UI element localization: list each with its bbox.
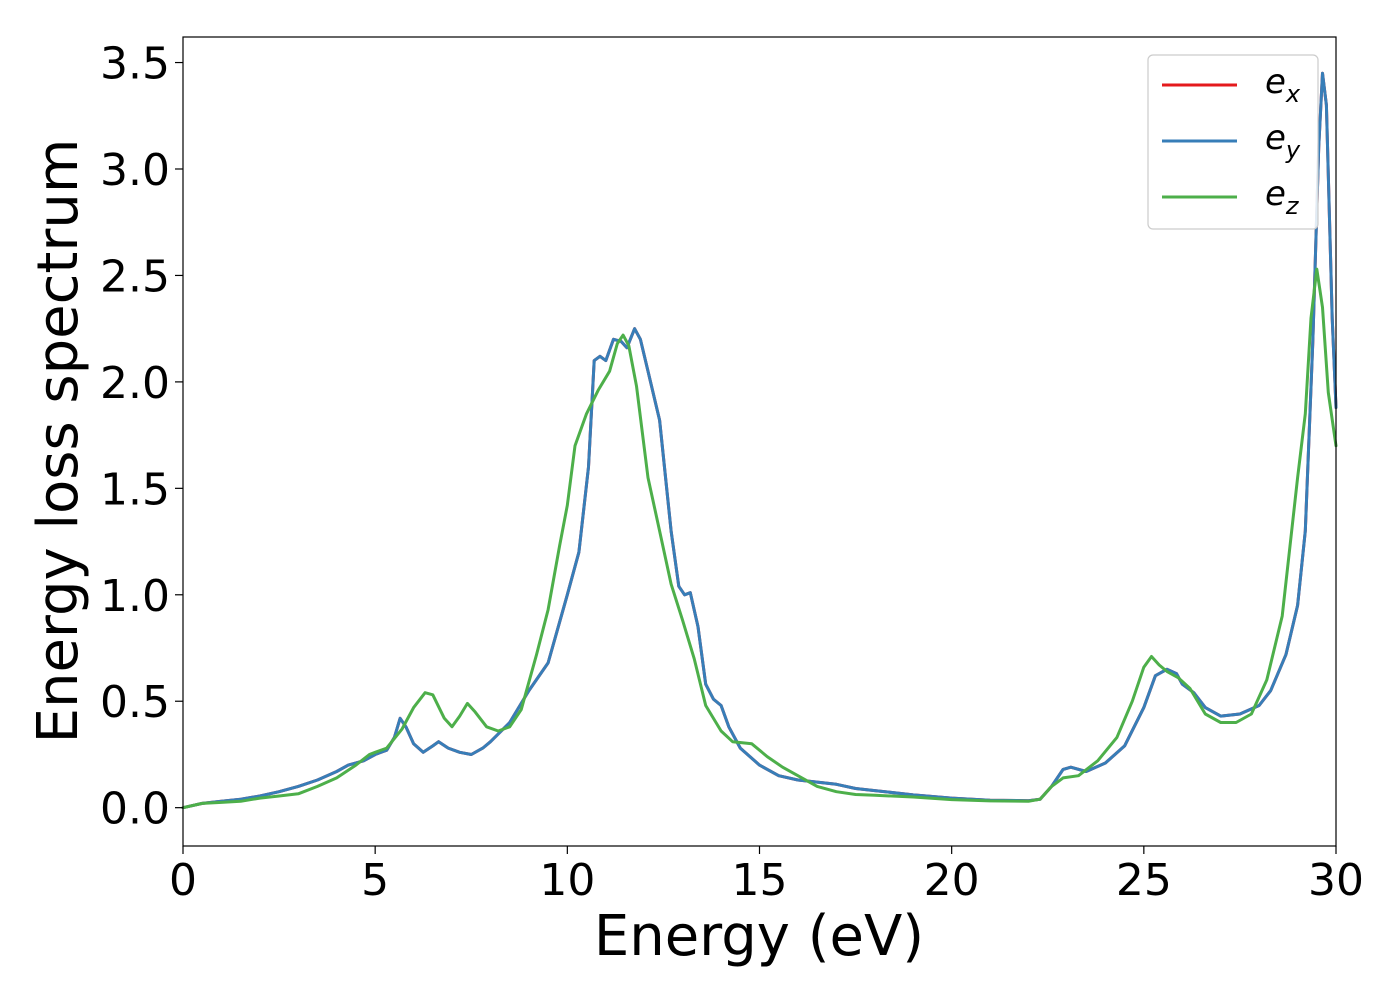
- x-axis-ticks: 0 5 10 15 20 25 30: [169, 846, 1364, 906]
- x-tick-label: 0: [169, 855, 197, 906]
- legend-label-z: ez: [1265, 174, 1300, 220]
- y-tick-label: 0.5: [100, 677, 170, 728]
- legend-label-x: ex: [1265, 62, 1301, 108]
- y-tick-label: 2.0: [100, 358, 170, 409]
- y-axis-ticks: 0.0 0.5 1.0 1.5 2.0 2.5 3.0 3.5: [100, 39, 183, 835]
- y-tick-label: 3.5: [100, 39, 170, 90]
- y-tick-label: 2.5: [100, 251, 170, 302]
- y-tick-label: 3.0: [100, 145, 170, 196]
- x-tick-label: 30: [1308, 855, 1364, 906]
- legend-label-y: ey: [1265, 118, 1301, 164]
- x-tick-label: 10: [539, 855, 595, 906]
- x-tick-label: 15: [732, 855, 788, 906]
- series-layer: [181, 71, 1338, 810]
- series-line-z: [181, 267, 1338, 810]
- x-tick-label: 20: [924, 855, 980, 906]
- x-tick-label: 25: [1116, 855, 1172, 906]
- x-axis-title: Energy (eV): [594, 904, 924, 969]
- y-tick-label: 1.0: [100, 571, 170, 622]
- legend: ex ey ez: [1147, 54, 1319, 230]
- y-axis-title: Energy loss spectrum: [26, 139, 91, 744]
- y-tick-label: 0.0: [100, 784, 170, 835]
- x-tick-label: 5: [361, 855, 389, 906]
- y-tick-label: 1.5: [100, 464, 170, 515]
